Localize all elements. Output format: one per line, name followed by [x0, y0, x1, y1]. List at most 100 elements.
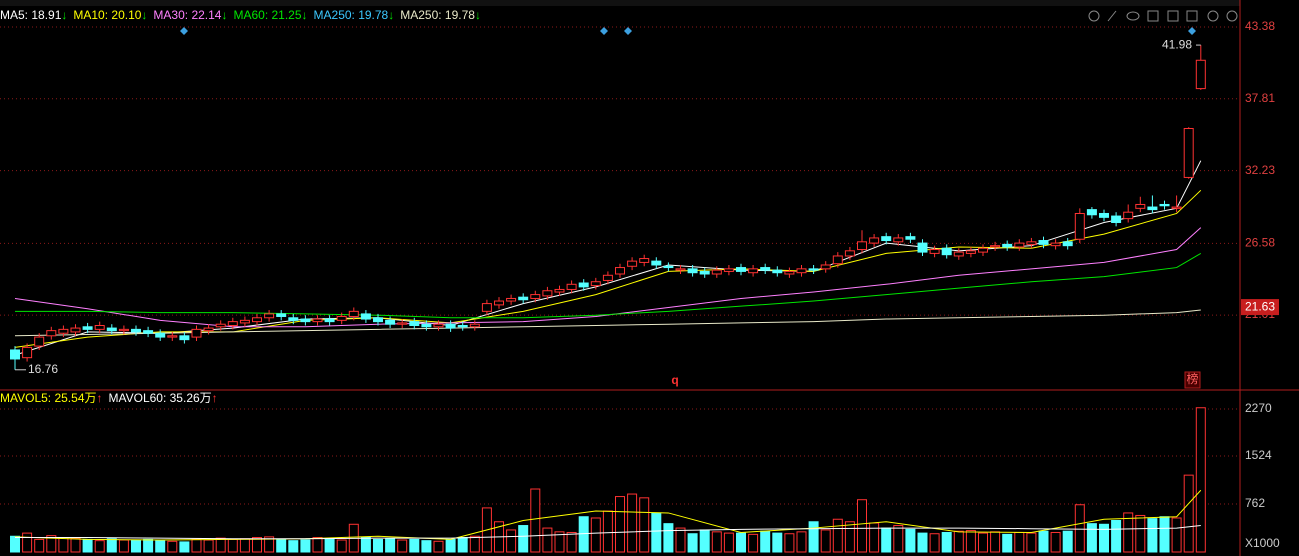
legend-label: MA250: 19.78: [314, 8, 389, 22]
event-marker[interactable]: [1188, 27, 1196, 35]
candle-body: [663, 265, 674, 269]
volume-bar: [711, 531, 722, 553]
volume-bar: [760, 530, 771, 553]
candle-body: [844, 250, 855, 257]
volume-bar: [687, 533, 698, 553]
candle-body: [602, 274, 613, 281]
candle-body: [566, 283, 577, 290]
volume-bar: [1123, 512, 1134, 553]
ma-line: [14, 489, 1202, 541]
candle-body: [615, 267, 625, 275]
unit-label: X1000: [1245, 536, 1280, 550]
y-tick-label: 37.81: [1245, 91, 1275, 105]
volume-bar: [1014, 531, 1025, 553]
candle-body: [1026, 241, 1037, 245]
tool-icon[interactable]: [1167, 10, 1179, 22]
event-marker[interactable]: [180, 27, 188, 35]
volume-bar: [1062, 530, 1073, 553]
tool-icon[interactable]: [1088, 10, 1100, 22]
tool-icon[interactable]: [1186, 10, 1198, 22]
candle-body: [433, 323, 444, 328]
candle-body: [457, 324, 468, 328]
volume-bar: [1147, 518, 1158, 553]
candle-body: [518, 296, 529, 301]
candle-body: [155, 332, 166, 338]
candle-body: [857, 241, 867, 251]
tool-icon[interactable]: [1147, 10, 1159, 22]
volume-bar: [46, 535, 57, 553]
volume-bar: [554, 531, 565, 553]
volume-bar: [627, 493, 638, 553]
volume-bar: [1099, 523, 1109, 553]
candle-body: [276, 313, 287, 317]
candle-body: [131, 328, 141, 333]
candle-body: [1123, 211, 1134, 220]
legend-arrow: ↓: [141, 8, 147, 22]
low-label: 16.76: [28, 362, 58, 376]
toolbar[interactable]: [1088, 10, 1238, 22]
volume-bar: [445, 538, 456, 553]
legend-label: MAVOL60: 35.26万: [109, 391, 212, 405]
candle-body: [1086, 209, 1097, 216]
candle-body: [929, 249, 940, 254]
candle-body: [530, 294, 541, 299]
candle-body: [953, 251, 964, 257]
tool-icon[interactable]: [1107, 10, 1117, 22]
badge: [1184, 371, 1201, 389]
volume-bar: [639, 497, 650, 553]
candle-body: [699, 270, 710, 275]
y-tick-label: 32.23: [1245, 163, 1275, 177]
y-tick-label: 2270: [1245, 401, 1272, 415]
cursor-price-box: [1241, 299, 1279, 316]
candle-body: [373, 317, 383, 323]
volume-bar: [796, 531, 807, 553]
candle-body: [965, 250, 976, 254]
volume-bar: [336, 539, 347, 553]
event-marker[interactable]: [600, 27, 608, 35]
candle-body: [893, 237, 904, 243]
candle-body: [409, 321, 420, 326]
candle-body: [227, 321, 238, 326]
candle-body: [990, 245, 1001, 248]
volume-bar: [215, 537, 226, 553]
volume-bar: [58, 537, 69, 553]
volume-bar: [723, 532, 734, 553]
candle-body: [1195, 59, 1206, 90]
volume-bar: [893, 525, 904, 553]
legend-arrow: ↓: [388, 8, 394, 22]
volume-bar: [978, 532, 988, 553]
candle-body: [675, 268, 686, 271]
candle-body: [711, 269, 722, 275]
candle-body: [1074, 212, 1085, 240]
event-marker[interactable]: [624, 27, 632, 35]
candle-body: [832, 255, 843, 265]
candle-body: [481, 303, 492, 312]
candle-body: [542, 290, 553, 297]
volume-bar: [675, 527, 686, 553]
zoom-in[interactable]: [1207, 10, 1219, 22]
legend-label: MA10: 20.10: [73, 8, 141, 22]
candle-body: [1183, 128, 1194, 178]
volume-bar: [397, 539, 408, 553]
tool-icon[interactable]: [1126, 11, 1140, 21]
candle-body: [639, 258, 650, 263]
volume-bar: [300, 539, 311, 553]
candle-body: [94, 324, 105, 330]
volume-bar: [784, 533, 795, 553]
candle-body: [1014, 242, 1025, 248]
candle-body: [336, 315, 347, 321]
volume-bar: [1195, 407, 1206, 553]
candle-body: [869, 237, 880, 244]
volume-bar: [699, 529, 710, 553]
candle-body: [590, 281, 601, 287]
volume-bar: [1111, 520, 1122, 553]
candle-body: [469, 323, 480, 328]
volume-bar: [808, 521, 819, 553]
candle-body: [191, 328, 202, 338]
zoom-out[interactable]: [1226, 10, 1238, 22]
volume-bar: [106, 538, 117, 553]
volume-bar: [857, 499, 867, 553]
volume-bar: [469, 535, 480, 553]
